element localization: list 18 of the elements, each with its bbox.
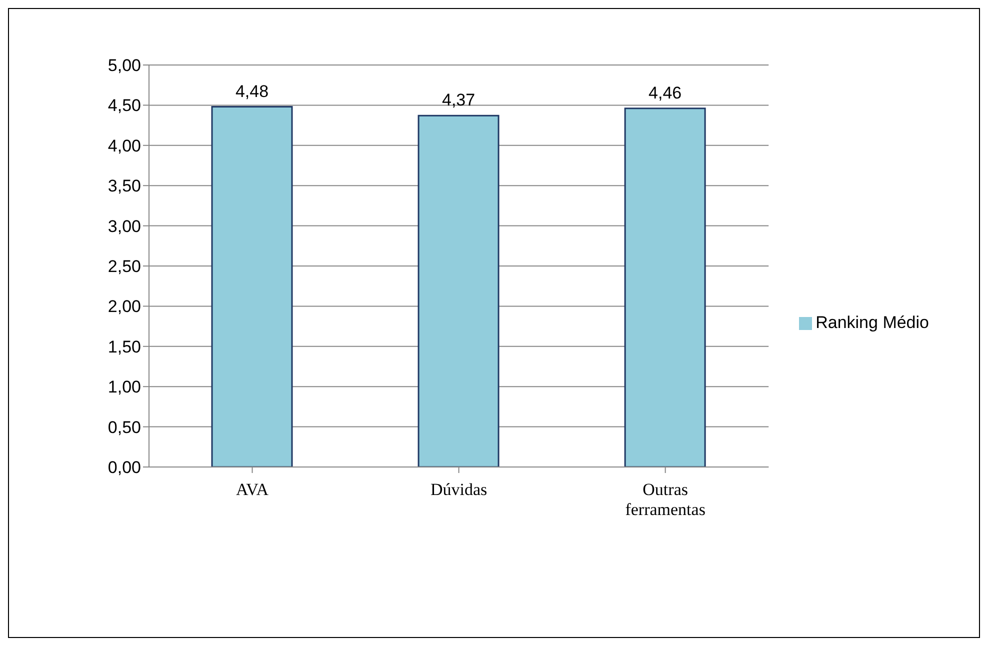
x-tick-label: Dúvidas xyxy=(430,480,488,499)
y-tick-label: 1,50 xyxy=(108,337,141,356)
y-tick-label: 2,50 xyxy=(108,257,141,276)
y-tick-label: 0,00 xyxy=(108,458,141,478)
y-tick-label: 1,00 xyxy=(108,378,141,397)
y-tick-label: 5,00 xyxy=(108,56,141,76)
x-tick-label: AVA xyxy=(236,480,270,499)
data-label: 4,37 xyxy=(442,90,476,110)
y-tick-label: 4,50 xyxy=(108,96,141,116)
x-tick-label: Outras ferramentas xyxy=(625,480,706,519)
y-tick-label: 0,50 xyxy=(108,418,141,437)
data-label: 4,46 xyxy=(648,83,682,102)
data-label: 4,48 xyxy=(235,82,269,101)
y-tick-label: 3,00 xyxy=(108,216,141,236)
y-tick-label: 3,50 xyxy=(108,176,141,196)
legend-label: Ranking Médio xyxy=(816,313,929,332)
y-tick-label: 2,00 xyxy=(108,297,141,316)
y-tick-label: 4,00 xyxy=(108,136,141,156)
